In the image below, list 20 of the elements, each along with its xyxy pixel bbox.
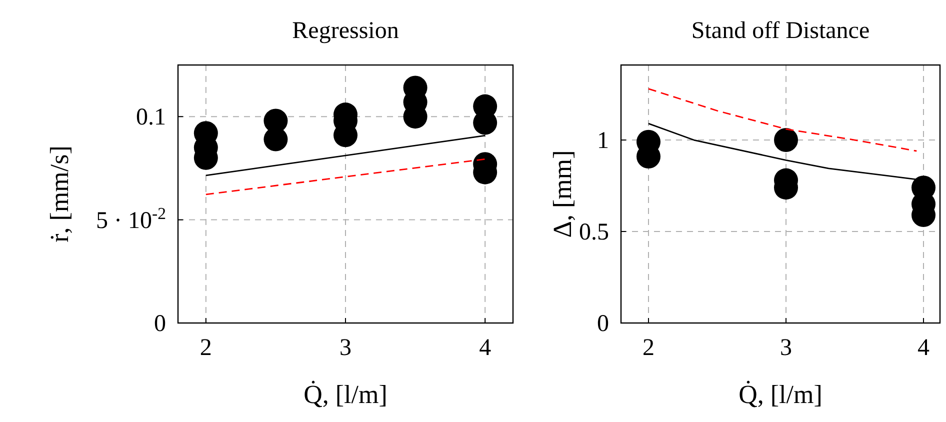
y-tick-label: 0 — [597, 311, 609, 337]
y-axis-title: Δ, [mm] — [548, 150, 577, 238]
chart-title: Regression — [292, 18, 399, 44]
y-tick-label: 5 · 10$^{-2}$ — [96, 203, 166, 234]
y-axis-title: ṙ, [mm/s] — [45, 146, 74, 242]
y-tick-label: 0 — [154, 311, 166, 337]
line-series — [648, 88, 918, 152]
point — [774, 128, 798, 152]
chart-title: Stand off Distance — [691, 18, 870, 44]
x-tick-label: 3 — [340, 335, 352, 361]
x-tick-label: 4 — [479, 335, 492, 361]
x-tick-label: 3 — [780, 335, 792, 361]
x-axis-title: Q̇, [l/m] — [738, 380, 822, 409]
y-tick-label: 1 — [597, 128, 609, 154]
y-tick-label: 0.1 — [136, 104, 166, 131]
x-axis-title: Q̇, [l/m] — [304, 380, 388, 409]
x-tick-label: 2 — [642, 335, 654, 361]
x-tick-label: 2 — [200, 335, 212, 361]
x-tick-label: 4 — [918, 335, 930, 361]
y-tick-label: 0.5 — [579, 220, 609, 246]
